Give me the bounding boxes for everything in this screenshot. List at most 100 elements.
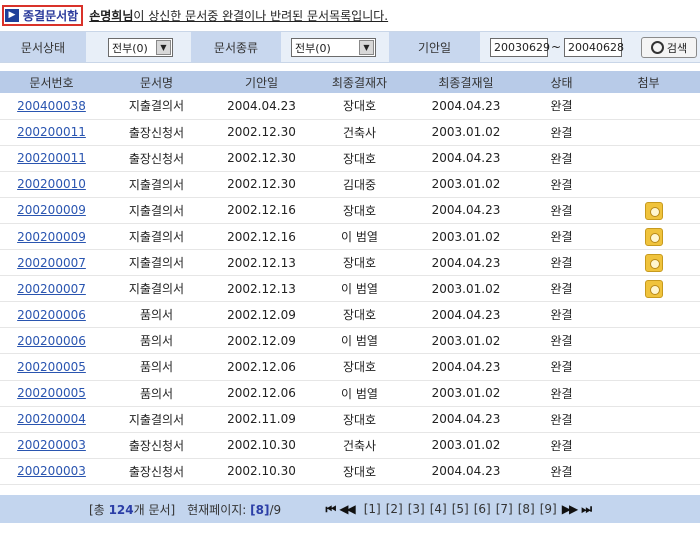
doc-name-cell: 출장신청서	[103, 432, 210, 459]
draft-date-cell: 2002.10.30	[210, 432, 313, 459]
doc-number-link-cell: 200200010	[0, 171, 103, 198]
prev-page-icon[interactable]: ◀◀	[339, 502, 356, 516]
doc-name-cell: 지출결의서	[103, 249, 210, 277]
final-date-cell: 2004.04.23	[406, 145, 526, 172]
doc-number-link-cell: 200200003	[0, 458, 103, 485]
status-cell: 완결	[526, 275, 597, 303]
page-link[interactable]: [7]	[495, 502, 513, 516]
doc-number-link[interactable]: 200200003	[17, 438, 86, 453]
search-button[interactable]: 검색	[641, 37, 697, 58]
final-date-cell: 2004.04.23	[406, 301, 526, 329]
doc-number-link-cell: 200200006	[0, 327, 103, 355]
page-link[interactable]: [9]	[539, 502, 557, 516]
doc-number-link[interactable]: 200200006	[17, 307, 86, 322]
doc-number-link[interactable]: 200200004	[17, 412, 86, 427]
table-row[interactable]: 200200004 지출결의서 2002.11.09 장대호 2004.04.23 완결	[0, 406, 700, 433]
table-row[interactable]: 200200010 지출결의서 2002.12.30 김대중 2003.01.02 완결	[0, 171, 700, 198]
doc-number-link[interactable]: 200200010	[17, 177, 86, 192]
table-row[interactable]: 200200011 출장신청서 2002.12.30 장대호 2004.04.23 완결	[0, 145, 700, 172]
col-attachment: 첨부	[597, 71, 700, 93]
doc-number-link[interactable]: 200200003	[17, 464, 86, 479]
table-row[interactable]: 200400038 지출결의서 2004.04.23 장대호 2004.04.23 완결	[0, 93, 700, 120]
chevron-down-icon[interactable]: ▼	[359, 40, 374, 55]
doc-number-link[interactable]: 200200011	[17, 151, 86, 166]
page-link[interactable]: [2]	[385, 502, 403, 516]
table-row[interactable]: 200200007 지출결의서 2002.12.13 장대호 2004.04.23 완결	[0, 249, 700, 277]
table-row[interactable]: 200200005 품의서 2002.12.06 이 범열 2003.01.02 완결	[0, 380, 700, 407]
status-select[interactable]: 전부(0) ▼	[108, 38, 173, 57]
date-from-input[interactable]: 20030629	[490, 38, 550, 57]
first-page-icon[interactable]: ⏮	[325, 501, 336, 516]
attachment-icon[interactable]	[644, 280, 663, 299]
next-page-icon[interactable]: ▶▶	[561, 502, 579, 516]
doc-number-link-cell: 200200007	[0, 249, 103, 277]
attachment-cell	[597, 432, 700, 459]
chevron-down-icon[interactable]: ▼	[156, 40, 171, 55]
attachment-cell	[597, 171, 700, 198]
final-approver-cell: 김대중	[313, 171, 406, 198]
table-row[interactable]: 200200007 지출결의서 2002.12.13 이 범열 2003.01.02 완결	[0, 275, 700, 303]
table-row[interactable]: 200200005 품의서 2002.12.06 장대호 2004.04.23 완결	[0, 353, 700, 381]
doc-name-cell: 지출결의서	[103, 197, 210, 224]
final-date-cell: 2004.04.23	[406, 353, 526, 381]
type-select[interactable]: 전부(0) ▼	[291, 38, 376, 57]
page-label: 현재페이지:	[187, 502, 247, 517]
doc-number-link-cell: 200200006	[0, 301, 103, 329]
final-date-cell: 2003.01.02	[406, 119, 526, 146]
status-label: 문서상태	[0, 32, 86, 62]
box-title: ▶ 종결문서함	[2, 4, 84, 26]
title-message: 손명희님이 상신한 문서중 완결이나 반려된 문서목록입니다.	[89, 7, 388, 24]
table-row[interactable]: 200200011 출장신청서 2002.12.30 건축사 2003.01.02 완결	[0, 119, 700, 146]
attachment-icon[interactable]	[644, 254, 663, 273]
doc-number-link[interactable]: 200200005	[17, 359, 86, 374]
final-approver-cell: 장대호	[313, 458, 406, 485]
page-link[interactable]: [4]	[429, 502, 447, 516]
status-cell: 완결	[526, 119, 597, 146]
final-date-cell: 2004.04.23	[406, 93, 526, 120]
page-link[interactable]: [6]	[473, 502, 491, 516]
final-approver-cell: 장대호	[313, 197, 406, 224]
final-approver-cell: 이 범열	[313, 380, 406, 407]
page-link[interactable]: [8]	[517, 502, 535, 516]
draft-date-cell: 2002.12.06	[210, 353, 313, 381]
doc-number-link[interactable]: 200200011	[17, 125, 86, 140]
status-cell: 완결	[526, 223, 597, 251]
total-number: 124	[108, 502, 134, 517]
draft-date-cell: 2002.12.06	[210, 380, 313, 407]
page-link[interactable]: [1]	[363, 502, 381, 516]
table-row[interactable]: 200200009 지출결의서 2002.12.16 이 범열 2003.01.02 완결	[0, 223, 700, 251]
final-approver-cell: 장대호	[313, 406, 406, 433]
doc-number-link[interactable]: 200200009	[17, 229, 86, 244]
last-page-icon[interactable]: ⏭	[581, 501, 592, 516]
table-row[interactable]: 200200006 품의서 2002.12.09 장대호 2004.04.23 완결	[0, 301, 700, 329]
current-page: [8]	[250, 502, 270, 517]
search-icon	[650, 41, 664, 54]
doc-name-cell: 품의서	[103, 327, 210, 355]
doc-number-link[interactable]: 200200007	[17, 281, 86, 296]
doc-number-link[interactable]: 200200006	[17, 333, 86, 348]
attachment-cell	[597, 249, 700, 277]
total-prefix: [총	[89, 502, 105, 517]
status-cell: 완결	[526, 327, 597, 355]
attachment-cell	[597, 197, 700, 224]
table-row[interactable]: 200200006 품의서 2002.12.09 이 범열 2003.01.02 완결	[0, 327, 700, 355]
attachment-cell	[597, 327, 700, 355]
table-row[interactable]: 200200003 출장신청서 2002.10.30 장대호 2004.04.23 완결	[0, 458, 700, 485]
doc-number-link[interactable]: 200400038	[17, 98, 86, 113]
table-row[interactable]: 200200009 지출결의서 2002.12.16 장대호 2004.04.23 완결	[0, 197, 700, 224]
attachment-icon[interactable]	[644, 201, 663, 220]
doc-number-link[interactable]: 200200009	[17, 203, 86, 218]
page-link[interactable]: [3]	[407, 502, 425, 516]
attachment-cell	[597, 458, 700, 485]
date-to-input[interactable]: 20040628	[564, 38, 624, 57]
doc-number-link-cell: 200200007	[0, 275, 103, 303]
table-row[interactable]: 200200003 출장신청서 2002.10.30 건축사 2003.01.02 완결	[0, 432, 700, 459]
doc-number-link-cell: 200200011	[0, 145, 103, 172]
doc-number-link[interactable]: 200200007	[17, 255, 86, 270]
type-select-value: 전부(0)	[295, 41, 331, 55]
page-link[interactable]: [5]	[451, 502, 469, 516]
attachment-cell	[597, 275, 700, 303]
attachment-icon[interactable]	[644, 228, 663, 247]
doc-number-link[interactable]: 200200005	[17, 386, 86, 401]
status-cell: 완결	[526, 249, 597, 277]
